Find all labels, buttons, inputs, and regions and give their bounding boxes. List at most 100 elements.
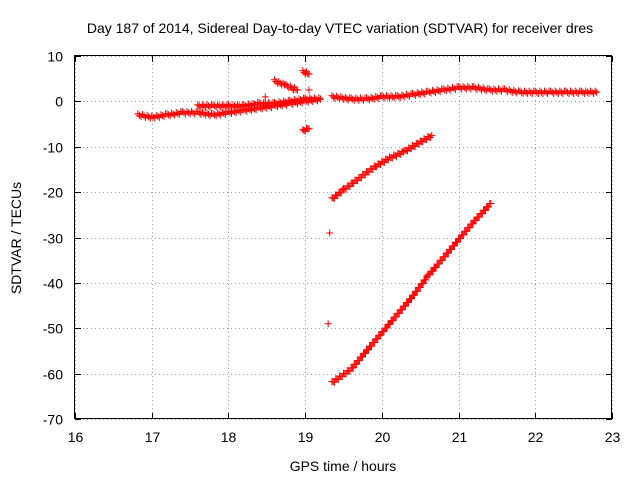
- data-point: [511, 88, 519, 96]
- data-point: [198, 108, 206, 116]
- data-point: [169, 110, 177, 118]
- x-tick-label: 23: [605, 429, 621, 445]
- data-point: [426, 271, 434, 279]
- data-point: [281, 98, 289, 106]
- x-tick-label: 19: [298, 429, 314, 445]
- data-point: [415, 90, 423, 98]
- data-point: [194, 108, 202, 116]
- data-point: [419, 89, 427, 97]
- data-point: [475, 83, 483, 91]
- data-point: [324, 320, 332, 328]
- data-point: [496, 86, 504, 94]
- data-point: [450, 242, 458, 250]
- data-point: [287, 97, 295, 105]
- data-point: [450, 84, 458, 92]
- data-point: [507, 87, 515, 95]
- data-point: [422, 276, 430, 284]
- data-point: [419, 280, 427, 288]
- data-point: [154, 112, 162, 120]
- data-point: [174, 109, 182, 117]
- data-point: [432, 264, 440, 272]
- y-axis-title: SDTVAR / TECUs: [8, 182, 24, 294]
- axis-ticks: [75, 56, 613, 420]
- data-point: [466, 224, 474, 232]
- data-point: [389, 93, 397, 101]
- data-point: [290, 86, 298, 94]
- data-point: [429, 267, 437, 275]
- data-point: [369, 94, 377, 102]
- data-point: [292, 96, 300, 104]
- data-point: [315, 94, 323, 102]
- x-tick-label: 21: [452, 429, 468, 445]
- data-point: [527, 88, 535, 96]
- data-point: [231, 108, 239, 116]
- data-point: [438, 256, 446, 264]
- data-point: [435, 87, 443, 95]
- y-tick-label: -70: [43, 412, 63, 428]
- data-point: [469, 220, 477, 228]
- data-point: [358, 353, 366, 361]
- data-point: [195, 109, 203, 117]
- data-point: [395, 93, 403, 101]
- data-point: [410, 291, 418, 299]
- data-point: [416, 283, 424, 291]
- data-point: [425, 88, 433, 96]
- data-point: [140, 112, 148, 120]
- data-point: [251, 100, 259, 108]
- data-point: [305, 86, 313, 94]
- x-tick-label: 20: [375, 429, 391, 445]
- data-point: [428, 131, 436, 139]
- data-point: [476, 85, 484, 93]
- data-point: [203, 109, 211, 117]
- data-point: [487, 199, 495, 207]
- data-point: [470, 83, 478, 91]
- data-point: [377, 331, 385, 339]
- data-point: [334, 94, 342, 102]
- data-point: [241, 102, 249, 110]
- data-point: [364, 95, 372, 103]
- data-point: [386, 320, 394, 328]
- data-point: [463, 227, 471, 235]
- data-point: [220, 109, 228, 117]
- data-point: [505, 86, 513, 94]
- data-point: [246, 101, 254, 109]
- data-point: [305, 70, 313, 78]
- data-point: [235, 102, 243, 110]
- data-point: [445, 85, 453, 93]
- data-point: [338, 94, 346, 102]
- data-point: [282, 80, 290, 88]
- data-point: [270, 76, 278, 84]
- data-point: [444, 249, 452, 257]
- x-tick-labels: 16 17 18 19 20 21 22 23: [68, 429, 621, 445]
- data-point: [395, 309, 403, 317]
- data-point: [510, 86, 518, 94]
- data-point: [410, 90, 418, 98]
- y-tick-label: -10: [43, 140, 63, 156]
- data-point: [326, 229, 334, 237]
- data-point: [220, 102, 228, 110]
- data-point: [371, 338, 379, 346]
- data-point: [465, 84, 473, 92]
- data-point: [135, 111, 143, 119]
- data-point: [361, 349, 369, 357]
- data-point: [471, 84, 479, 92]
- data-point: [481, 85, 489, 93]
- data-point: [430, 87, 438, 95]
- data-point: [392, 313, 400, 321]
- data-point: [226, 108, 234, 116]
- data-point: [502, 86, 510, 94]
- data-point: [275, 77, 283, 85]
- data-point: [305, 125, 313, 133]
- x-tick-label: 18: [221, 429, 237, 445]
- data-point: [355, 357, 363, 365]
- data-point: [479, 84, 487, 92]
- data-point: [573, 88, 581, 96]
- data-point: [365, 346, 373, 354]
- x-tick-label: 17: [145, 429, 161, 445]
- data-point: [329, 93, 337, 101]
- data-point: [389, 317, 397, 325]
- y-tick-labels: 10 0 -10 -20 -30 -40 -50 -60 -70: [43, 49, 63, 428]
- data-point: [404, 91, 412, 99]
- data-point: [542, 88, 550, 96]
